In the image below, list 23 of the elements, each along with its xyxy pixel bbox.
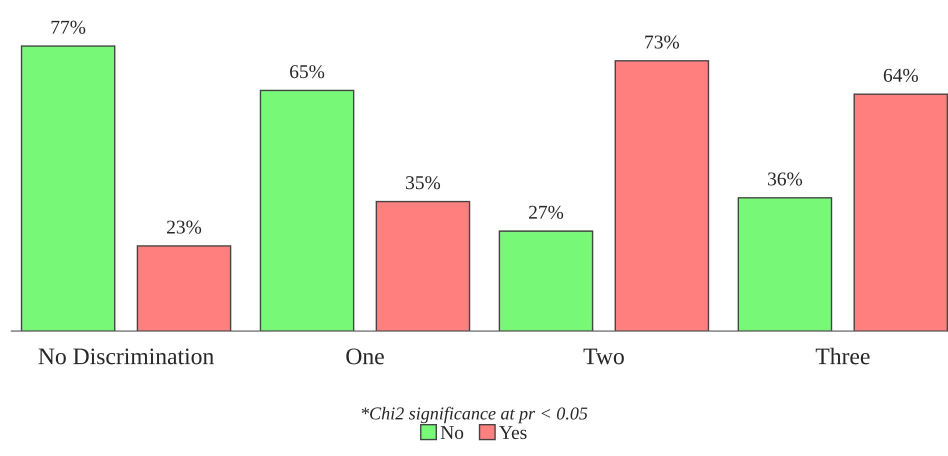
bar xyxy=(376,200,470,332)
data-label: 36% xyxy=(768,172,802,186)
legend-label: Yes xyxy=(499,426,527,440)
x-tick-label: Three xyxy=(816,348,870,364)
bar xyxy=(136,245,232,332)
x-tick-label: One xyxy=(346,348,384,364)
x-tick-label: No Discrimination xyxy=(38,348,214,364)
bar xyxy=(498,230,594,332)
data-label: 77% xyxy=(52,20,86,34)
bar xyxy=(20,45,116,332)
data-label: 27% xyxy=(529,206,564,219)
data-label: 35% xyxy=(406,176,440,190)
bar xyxy=(738,197,832,332)
x-tick-label: Two xyxy=(584,348,624,364)
text: *Chi2 significance at pr < 0.05 xyxy=(362,406,588,424)
bar xyxy=(614,60,710,332)
bar xyxy=(854,93,948,332)
bar xyxy=(260,90,354,332)
data-label: 65% xyxy=(290,65,324,78)
data-label: 73% xyxy=(645,35,680,49)
data-label: 23% xyxy=(167,220,202,234)
data-label: 64% xyxy=(884,68,918,82)
legend-label: No xyxy=(440,426,464,440)
